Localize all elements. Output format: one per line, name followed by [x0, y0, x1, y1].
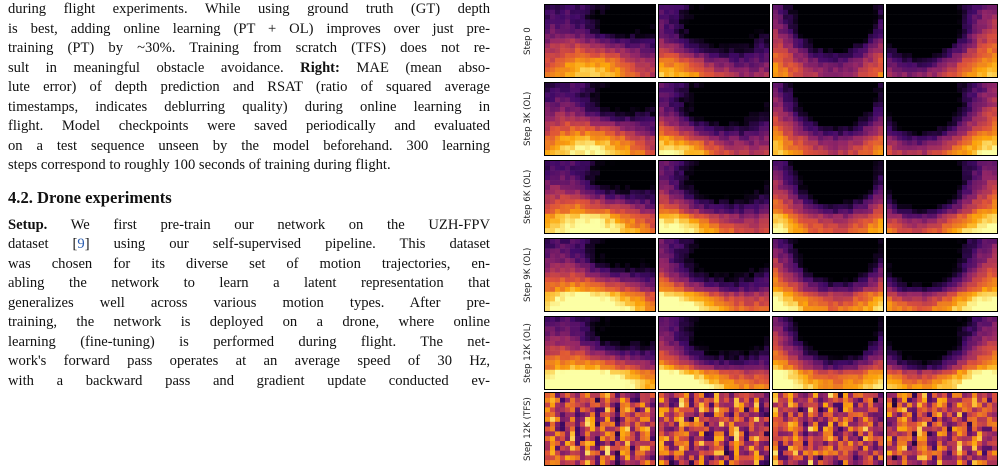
depth-heatmap-tile: [886, 316, 998, 390]
depth-heatmap-tile: [544, 392, 656, 466]
caption-line: sult in meaningful obstacle avoidance. R…: [8, 59, 490, 79]
depth-heatmap-tile: [658, 160, 770, 234]
depth-heatmap-tile: [772, 316, 884, 390]
row-label: Step 3K (OL): [523, 91, 533, 147]
paragraph-text: We first pre-train our network on the UZ…: [47, 216, 490, 233]
row-label: Step 6K (OL): [523, 169, 533, 225]
depth-heatmap-tile: [658, 4, 770, 78]
caption-right-label: Right:: [300, 59, 340, 76]
depth-heatmap-tile: [886, 82, 998, 156]
paragraph-line: dataset [9] using our self-supervised pi…: [8, 235, 490, 255]
depth-heatmap-tile: [886, 238, 998, 312]
depth-heatmap-tile: [772, 4, 884, 78]
depth-heatmap-tile: [544, 160, 656, 234]
paragraph-text: ] using our self-supervised pipeline. Th…: [84, 236, 490, 252]
caption-line: flight. Model checkpoints were saved per…: [8, 118, 490, 134]
depth-heatmap-tile: [886, 392, 998, 466]
text-column: during flight experiments. While using g…: [8, 0, 490, 391]
caption-line: steps correspond to roughly 100 seconds …: [8, 157, 391, 173]
figure-row: Step 12K (TFS): [518, 392, 1003, 466]
depth-heatmap-tile: [544, 4, 656, 78]
depth-heatmap-tile: [544, 316, 656, 390]
depth-heatmap-tile: [658, 392, 770, 466]
figure-row: Step 12K (OL): [518, 316, 1003, 390]
figure-row: Step 6K (OL): [518, 160, 1003, 234]
row-label: Step 0: [523, 27, 533, 55]
setup-label: Setup.: [8, 216, 48, 233]
caption-line: training (PT) by ~30%. Training from scr…: [8, 40, 490, 56]
depth-heatmap-tile: [544, 82, 656, 156]
figure-row: Step 0: [518, 4, 1003, 78]
depth-heatmap-tile: [544, 238, 656, 312]
caption-line: lute error) of depth prediction and RSAT…: [8, 79, 490, 95]
paragraph-line: generalizes well across various motion t…: [8, 294, 490, 311]
row-label: Step 12K (OL): [523, 323, 533, 383]
depth-heatmap-tile: [772, 392, 884, 466]
depth-heatmap-tile: [886, 160, 998, 234]
depth-heatmap-tile: [886, 4, 998, 78]
caption-text: sult in meaningful obstacle avoidance.: [8, 59, 284, 76]
paragraph-line: learning (fine-tuning) is performed duri…: [8, 333, 490, 350]
figure-row: Step 3K (OL): [518, 82, 1003, 156]
paragraph-line: was chosen for its diverse set of motion…: [8, 255, 490, 272]
depth-heatmap-tile: [658, 238, 770, 312]
caption-line: timestamps, indicates deblurring quality…: [8, 98, 490, 115]
caption-line: during flight experiments. While using g…: [8, 1, 490, 17]
depth-heatmap-tile: [658, 316, 770, 390]
paragraph-line: with a backward pass and gradient update…: [8, 372, 490, 389]
caption-line: is best, adding online learning (PT + OL…: [8, 20, 490, 37]
depth-heatmap-tile: [772, 82, 884, 156]
caption-text: MAE (mean abso-: [339, 59, 490, 76]
paragraph-line: Setup. We first pre-train our network on…: [8, 216, 490, 236]
row-label: Step 12K (TFS): [523, 397, 533, 461]
paragraph-line: training, the network is deployed on a d…: [8, 314, 490, 330]
caption-line: on a test sequence unseen by the model b…: [8, 137, 490, 154]
citation-link[interactable]: 9: [77, 236, 85, 252]
figure-row: Step 9K (OL): [518, 238, 1003, 312]
section-title: 4.2. Drone experiments: [8, 187, 172, 207]
paragraph-line: abling the network to learn a latent rep…: [8, 275, 490, 291]
paragraph-line: work's forward pass operates at an avera…: [8, 353, 490, 369]
section-paragraph: Setup. We first pre-train our network on…: [8, 216, 490, 392]
figure-caption: during flight experiments. While using g…: [8, 0, 490, 176]
row-label: Step 9K (OL): [523, 247, 533, 303]
depth-prediction-figure: Step 0 Step 3K (OL) Step 6K (OL) Step 9K (O…: [518, 0, 1003, 468]
paragraph-text: dataset [: [8, 236, 78, 252]
depth-heatmap-tile: [658, 82, 770, 156]
depth-heatmap-tile: [772, 160, 884, 234]
depth-heatmap-tile: [772, 238, 884, 312]
